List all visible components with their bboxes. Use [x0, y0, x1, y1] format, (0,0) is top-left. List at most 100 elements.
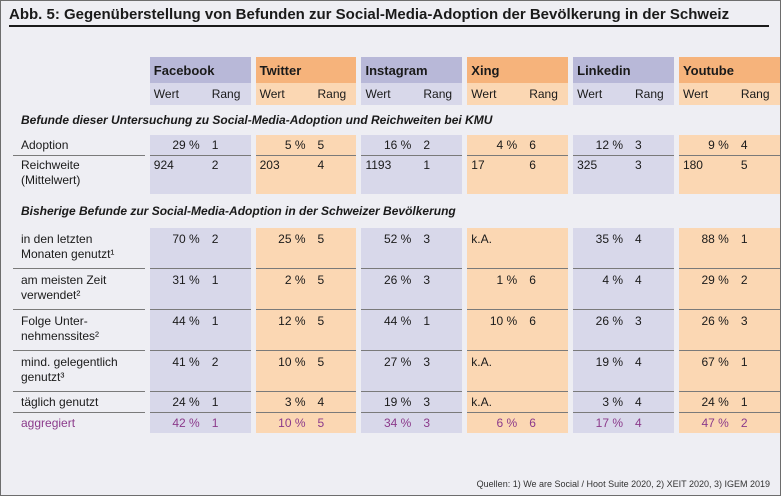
rank-cell: 2	[736, 412, 780, 433]
rank-cell: 4	[313, 155, 357, 194]
rank-cell: 1	[736, 228, 780, 269]
rank-cell: 2	[736, 268, 780, 310]
rank-cell: 4	[313, 391, 357, 413]
rank-cell: 1	[736, 391, 780, 413]
table-row: in den letzten Monaten genutzt¹ 70 % 2 25 %…	[13, 228, 780, 269]
value-cell: k.A.	[467, 391, 526, 413]
rank-cell: 5	[313, 350, 357, 392]
subheader-value: Wert	[467, 83, 526, 105]
value-cell: 41 %	[149, 350, 208, 392]
header-xing: Xing	[467, 57, 569, 83]
rank-cell: 6	[525, 412, 569, 433]
value-cell: 44 %	[361, 309, 420, 351]
value-cell: 26 %	[678, 309, 737, 351]
rank-cell: 3	[631, 309, 674, 351]
table-row: Reichweite (Mittelwert) 924 2 203 4 1193 1 17 6 3…	[13, 155, 780, 194]
value-cell: 34 %	[361, 412, 420, 433]
value-cell: 67 %	[678, 350, 737, 392]
rank-cell: 3	[419, 268, 463, 310]
value-cell: 12 %	[255, 309, 314, 351]
rank-cell: 1	[207, 268, 251, 310]
value-cell: 17 %	[573, 412, 632, 433]
value-cell: 26 %	[573, 309, 632, 351]
table-row: mind. gelegentlich genutzt³ 41 % 2 10 % 5 27 …	[13, 350, 780, 392]
source-note: Quellen: 1) We are Social / Hoot Suite 2…	[476, 479, 770, 489]
table-row: am meisten Zeit verwendet² 31 % 1 2 % 5 26 % 3…	[13, 268, 780, 310]
value-cell: 6 %	[467, 412, 526, 433]
value-cell: 27 %	[361, 350, 420, 392]
value-cell: 17	[467, 155, 526, 194]
subheader-value: Wert	[361, 83, 420, 105]
value-cell: 9 %	[678, 135, 737, 156]
table-row: Folge Unter-nehmenssites² 44 % 1 12 % 5 44 % 1…	[13, 309, 780, 351]
value-cell: 10 %	[255, 350, 314, 392]
rank-cell: 1	[207, 135, 251, 156]
table-row: Adoption 29 % 1 5 % 5 16 % 2 4 % 6 12 % 3 9 % 4	[13, 135, 780, 156]
row-label: Reichweite (Mittelwert)	[21, 158, 81, 187]
section2-heading: Bisherige Befunde zur Social-Media-Adopt…	[21, 203, 456, 218]
section-heading-row: Bisherige Befunde zur Social-Media-Adopt…	[13, 194, 780, 228]
rank-cell: 4	[631, 268, 674, 310]
value-cell: 203	[255, 155, 314, 194]
value-cell: 1 %	[467, 268, 526, 310]
rank-cell: 5	[313, 309, 357, 351]
rank-cell: 2	[207, 155, 251, 194]
value-cell: 25 %	[255, 228, 314, 269]
rank-cell: 3	[631, 135, 674, 156]
value-cell: 10 %	[467, 309, 526, 351]
value-cell: 35 %	[573, 228, 632, 269]
row-label: Folge Unter-nehmenssites²	[13, 309, 145, 351]
rank-cell: 2	[207, 350, 251, 392]
value-cell: 26 %	[361, 268, 420, 310]
subheader-row: Wert Rang Wert Rang Wert Rang Wert Rang Wert…	[13, 83, 780, 105]
value-cell: 325	[573, 155, 632, 194]
rank-cell: 6	[525, 268, 569, 310]
value-cell: 4 %	[467, 135, 526, 156]
rank-cell: 6	[525, 135, 569, 156]
rank-cell: 5	[313, 228, 357, 269]
rank-cell: 2	[419, 135, 463, 156]
row-label: in den letzten Monaten genutzt¹	[13, 228, 145, 269]
value-cell: 88 %	[678, 228, 737, 269]
value-cell: 16 %	[361, 135, 420, 156]
rank-cell	[525, 391, 569, 413]
rank-cell: 3	[419, 228, 463, 269]
row-label: aggregiert	[21, 415, 76, 430]
value-cell: 180	[678, 155, 737, 194]
value-cell: 3 %	[573, 391, 632, 413]
rank-cell: 3	[736, 309, 780, 351]
rank-cell	[525, 350, 569, 392]
rank-cell: 1	[207, 309, 251, 351]
value-cell: 44 %	[149, 309, 208, 351]
table-row: täglich genutzt 24 % 1 3 % 4 19 % 3 k.A. 3 % 4 24 …	[13, 391, 780, 413]
value-cell: 24 %	[678, 391, 737, 413]
subheader-value: Wert	[573, 83, 632, 105]
header-twitter: Twitter	[255, 57, 357, 83]
value-cell: 5 %	[255, 135, 314, 156]
value-cell: k.A.	[467, 228, 526, 269]
value-cell: k.A.	[467, 350, 526, 392]
value-cell: 42 %	[149, 412, 208, 433]
value-cell: 3 %	[255, 391, 314, 413]
subheader-rank: Rang	[419, 83, 463, 105]
rank-cell	[525, 228, 569, 269]
subheader-rank: Rang	[207, 83, 251, 105]
rank-cell: 3	[419, 412, 463, 433]
subheader-value: Wert	[149, 83, 208, 105]
row-label: Adoption	[13, 135, 145, 156]
value-cell: 29 %	[149, 135, 208, 156]
value-cell: 12 %	[573, 135, 632, 156]
value-cell: 24 %	[149, 391, 208, 413]
value-cell: 29 %	[678, 268, 737, 310]
rank-cell: 4	[631, 391, 674, 413]
rank-cell: 3	[419, 350, 463, 392]
header-instagram: Instagram	[361, 57, 463, 83]
row-label: mind. gelegentlich genutzt³	[13, 350, 145, 392]
subheader-rank: Rang	[736, 83, 780, 105]
rank-cell: 3	[419, 391, 463, 413]
rank-cell: 1	[419, 155, 463, 194]
comparison-table: Facebook Twitter Instagram Xing Linkedin…	[13, 57, 780, 433]
value-cell: 2 %	[255, 268, 314, 310]
subheader-rank: Rang	[313, 83, 357, 105]
